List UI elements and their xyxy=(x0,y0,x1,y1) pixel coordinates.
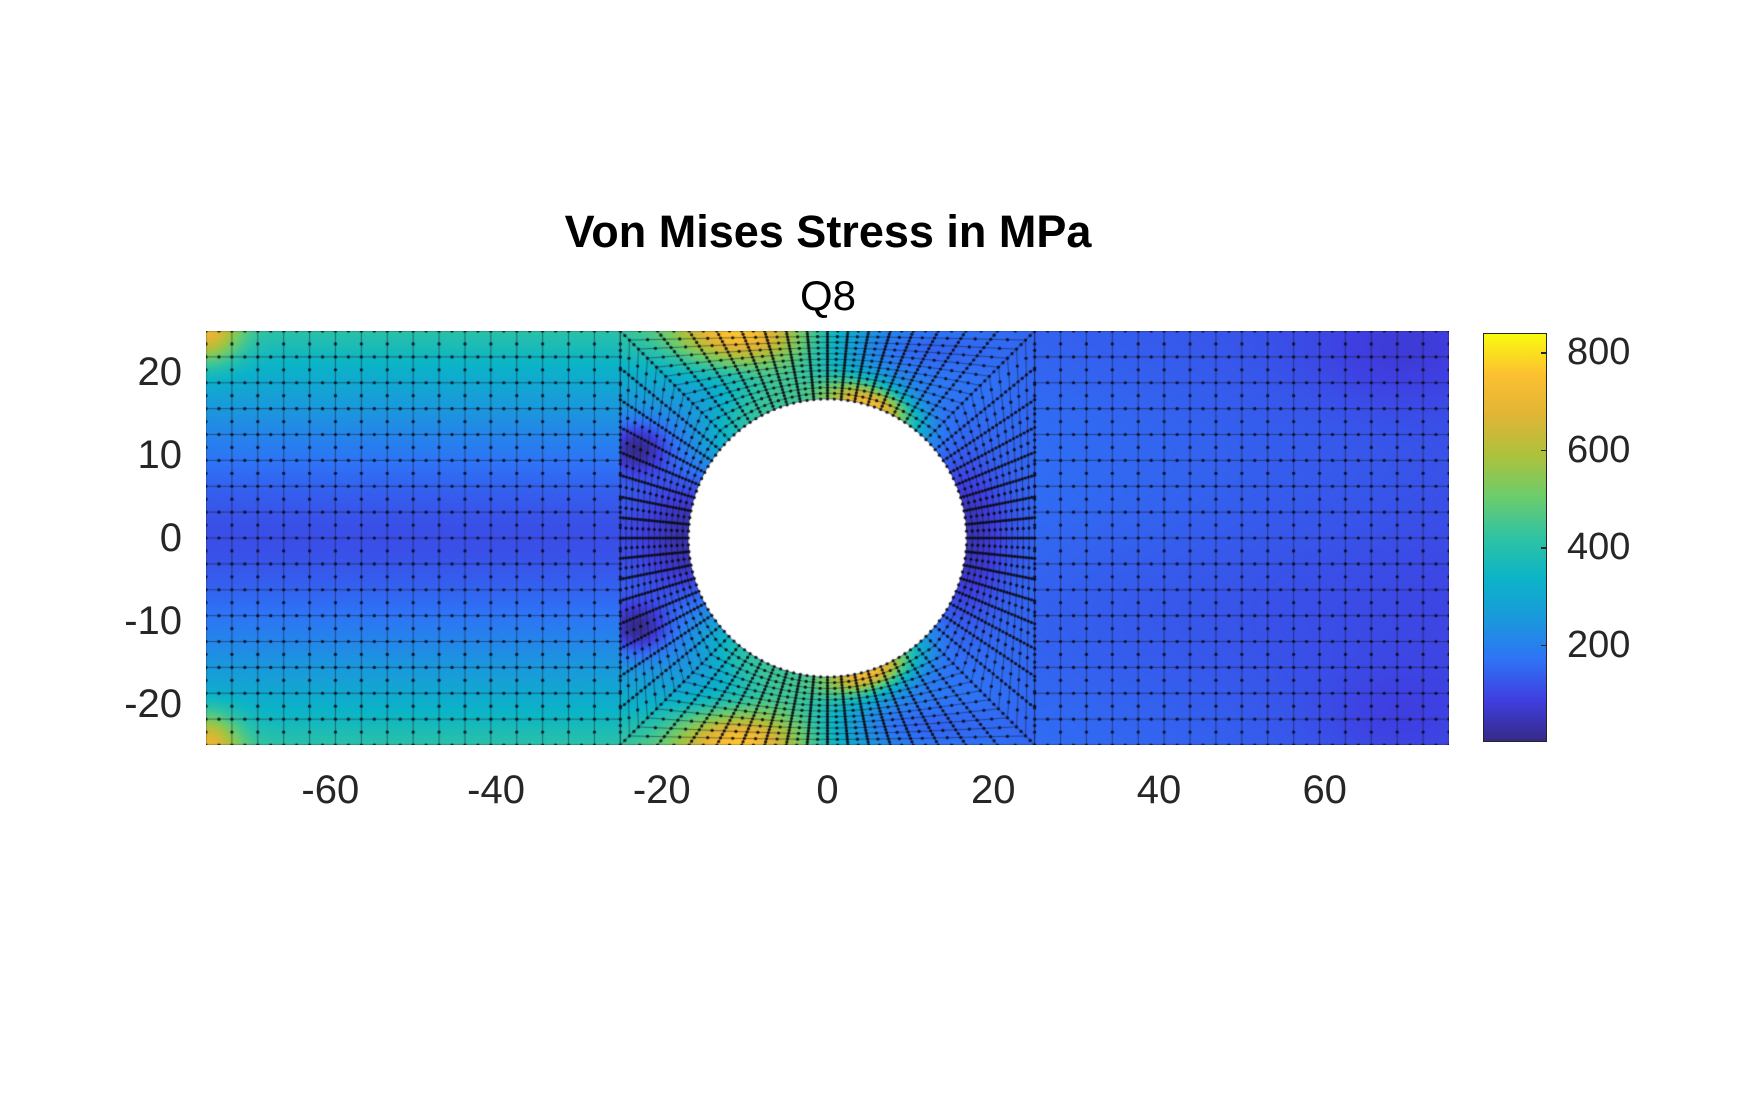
colorbar-tick-label: 800 xyxy=(1567,331,1631,374)
colorbar-tick-mark xyxy=(1541,547,1547,549)
x-tick-label: -40 xyxy=(467,768,525,812)
x-tick-label: -20 xyxy=(632,768,691,812)
x-tick-label: 0 xyxy=(816,768,839,812)
x-tick-label: 40 xyxy=(1136,768,1182,812)
y-tick-label: 10 xyxy=(137,433,183,478)
colorbar-tick-mark xyxy=(1541,449,1547,452)
y-tick-label: -20 xyxy=(124,681,182,726)
x-tick-label: 20 xyxy=(970,768,1016,812)
y-tick-label: 20 xyxy=(137,350,183,395)
colorbar-tick-mark xyxy=(1541,352,1547,354)
x-tick-label: -60 xyxy=(301,768,360,812)
plot-area xyxy=(206,331,1449,745)
y-tick-label: 0 xyxy=(159,516,182,560)
chart-subtitle: Q8 xyxy=(799,272,857,319)
colorbar-tick-label: 600 xyxy=(1567,428,1631,471)
colorbar xyxy=(1483,333,1547,742)
y-tick-label: -10 xyxy=(124,598,182,643)
colorbar-tick-label: 200 xyxy=(1567,623,1631,666)
chart-title: Von Mises Stress in MPa xyxy=(564,206,1092,257)
colorbar-tick-mark xyxy=(1541,644,1547,647)
stress-field-heatmap xyxy=(206,331,1449,745)
colorbar-tick-label: 400 xyxy=(1567,526,1631,569)
x-tick-label: 60 xyxy=(1302,768,1347,812)
